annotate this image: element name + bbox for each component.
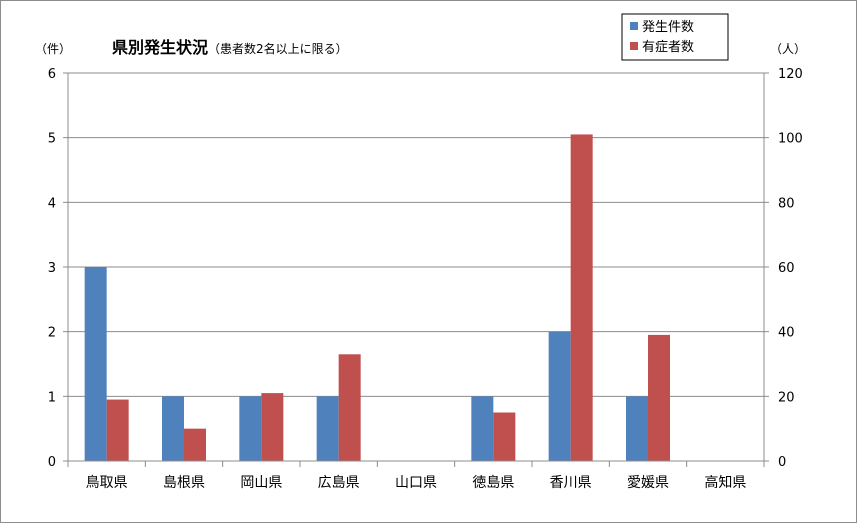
bar-patients (570, 134, 593, 461)
bar-patients (493, 412, 516, 461)
legend: 発生件数 有症者数 (621, 13, 729, 61)
bar-patients (648, 334, 670, 461)
chart-title: 県別発生状況（患者数2名以上に限る） (112, 38, 348, 57)
left-tick-label: 3 (48, 261, 56, 276)
bar-cases (84, 267, 107, 461)
right-axis-unit: （人） (770, 42, 806, 56)
left-axis-unit: （件） (35, 42, 71, 56)
category-label: 鳥取県 (86, 475, 128, 491)
left-tick-label: 1 (48, 390, 56, 405)
left-tick-label: 0 (48, 455, 56, 470)
bar-cases (239, 396, 262, 461)
category-label: 岡山県 (240, 475, 282, 491)
category-label: 愛媛県 (627, 475, 669, 491)
right-tick-label: 0 (778, 455, 786, 470)
left-tick-label: 5 (48, 132, 56, 147)
right-tick-label: 60 (778, 261, 795, 276)
chart-subtitle: （患者数2名以上に限る） (208, 41, 348, 56)
bar-cases (471, 396, 494, 461)
legend-label-cases: 発生件数 (642, 20, 694, 35)
left-tick-label: 2 (48, 326, 56, 341)
legend-box (621, 13, 729, 61)
category-label: 島根県 (163, 475, 205, 491)
right-tick-label: 40 (778, 326, 795, 341)
bar-patients (106, 399, 129, 461)
category-label: 徳島県 (472, 475, 514, 491)
right-tick-label: 80 (778, 196, 795, 211)
category-label: 広島県 (318, 475, 360, 491)
category-label: 山口県 (395, 475, 437, 491)
category-label: 香川県 (550, 475, 592, 491)
legend-swatch-cases (630, 22, 638, 30)
legend-swatch-patients (630, 42, 638, 50)
bar-cases (316, 396, 339, 461)
bar-cases (626, 396, 648, 461)
bar-cases (162, 396, 184, 461)
bar-patients (338, 354, 361, 461)
legend-label-patients: 有症者数 (642, 40, 694, 55)
left-tick-label: 4 (48, 196, 56, 211)
left-tick-label: 6 (48, 67, 56, 82)
category-label: 高知県 (704, 474, 746, 491)
bar-patients (261, 393, 284, 461)
bar-cases (548, 331, 571, 461)
right-tick-label: 120 (778, 67, 803, 82)
chart-title-main: 県別発生状況 (112, 38, 208, 57)
right-tick-label: 100 (778, 132, 803, 147)
right-tick-label: 20 (778, 390, 795, 405)
bar-patients (184, 428, 206, 461)
